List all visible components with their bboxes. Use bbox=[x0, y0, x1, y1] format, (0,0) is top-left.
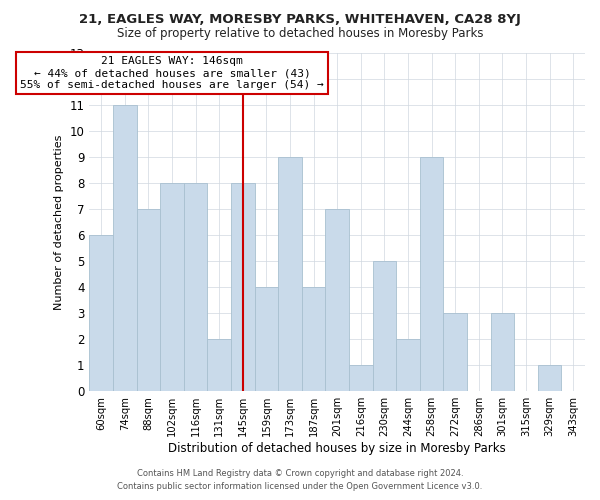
Bar bbox=[491, 313, 514, 391]
Bar bbox=[89, 235, 113, 391]
Bar bbox=[160, 183, 184, 391]
Y-axis label: Number of detached properties: Number of detached properties bbox=[54, 134, 64, 310]
Bar bbox=[278, 156, 302, 391]
Text: Size of property relative to detached houses in Moresby Parks: Size of property relative to detached ho… bbox=[117, 28, 483, 40]
Text: Contains HM Land Registry data © Crown copyright and database right 2024.
Contai: Contains HM Land Registry data © Crown c… bbox=[118, 469, 482, 491]
Bar bbox=[538, 365, 562, 391]
Bar bbox=[208, 339, 231, 391]
Bar bbox=[137, 209, 160, 391]
Text: 21, EAGLES WAY, MORESBY PARKS, WHITEHAVEN, CA28 8YJ: 21, EAGLES WAY, MORESBY PARKS, WHITEHAVE… bbox=[79, 12, 521, 26]
Bar bbox=[349, 365, 373, 391]
Bar bbox=[113, 104, 137, 391]
Bar bbox=[325, 209, 349, 391]
Bar bbox=[231, 183, 254, 391]
Text: 21 EAGLES WAY: 146sqm
← 44% of detached houses are smaller (43)
55% of semi-deta: 21 EAGLES WAY: 146sqm ← 44% of detached … bbox=[20, 56, 324, 90]
Bar bbox=[184, 183, 208, 391]
Bar bbox=[254, 287, 278, 391]
Bar bbox=[302, 287, 325, 391]
Bar bbox=[443, 313, 467, 391]
Bar bbox=[420, 156, 443, 391]
Bar bbox=[396, 339, 420, 391]
X-axis label: Distribution of detached houses by size in Moresby Parks: Distribution of detached houses by size … bbox=[169, 442, 506, 455]
Bar bbox=[373, 261, 396, 391]
